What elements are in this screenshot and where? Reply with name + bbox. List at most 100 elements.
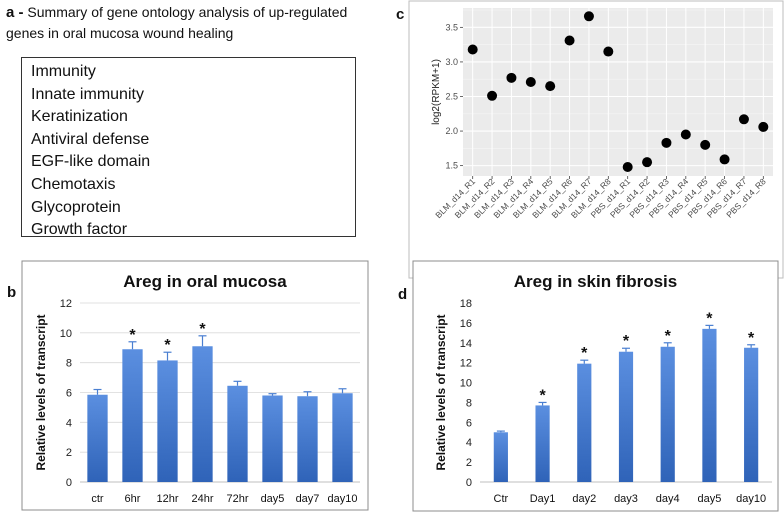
term-item: Chemotaxis: [31, 175, 116, 193]
term-item: Antiviral defense: [31, 130, 150, 148]
panel-b-y-tick-label: 12: [60, 298, 72, 310]
panel-c-data-point: [545, 81, 556, 92]
panel-b-y-tick-label: 0: [66, 477, 72, 489]
panel-d-y-tick-label: 16: [460, 318, 472, 330]
panel-d-bar: [577, 363, 592, 482]
panel-b-x-tick-label: day10: [328, 493, 358, 505]
panel-b-bar: [332, 393, 353, 482]
panel-d-x-tick-label: day3: [614, 493, 638, 505]
panel-d-x-tick-label: day4: [656, 493, 680, 505]
term-item: Immunity: [31, 63, 96, 80]
term-item: Innate immunity: [31, 85, 144, 103]
panel-c-data-point: [642, 157, 653, 168]
panel-d-x-tick-label: day10: [736, 493, 766, 505]
panel-c-data-point: [506, 72, 517, 83]
panel-c-data-point: [487, 90, 498, 101]
panel-d-y-tick-label: 14: [460, 338, 472, 350]
panel-c-data-point: [719, 154, 730, 165]
panel-d-significance-marker: *: [665, 328, 672, 345]
panel-b-x-tick-label: 6hr: [125, 493, 141, 505]
panel-b-x-tick-label: ctr: [91, 493, 104, 505]
panel-c-data-point: [525, 76, 536, 87]
term-item: Growth factor: [31, 221, 128, 239]
panel-b-y-tick-label: 8: [66, 358, 72, 370]
panel-b-bar: [192, 346, 213, 482]
gene-ontology-term-list: Immunity Innate immunity Keratinization …: [21, 57, 356, 238]
panel-b-bar: [122, 349, 143, 482]
panel-c-data-point: [661, 137, 672, 148]
panel-d-title: Areg in skin fibrosis: [514, 272, 677, 291]
panel-b-x-tick-label: day7: [296, 493, 320, 505]
panel-d-y-tick-label: 6: [466, 417, 472, 429]
panel-c-data-point: [758, 121, 769, 132]
term-item: Keratinization: [31, 108, 128, 126]
panel-d-y-tick-label: 18: [460, 298, 472, 310]
panel-d-frame: [412, 260, 779, 512]
term-item: Glycoprotein: [31, 198, 121, 216]
panel-b-y-tick-label: 6: [66, 388, 72, 400]
panel-a-title-text: Summary of gene ontology analysis of up-…: [6, 4, 348, 41]
panel-d-x-tick-label: day2: [572, 493, 596, 505]
panel-d-y-tick-label: 2: [466, 457, 472, 469]
panel-d-significance-marker: *: [623, 333, 630, 350]
panel-d-bar: [493, 432, 508, 482]
panel-c-letter: c: [396, 6, 405, 23]
panel-c-data-point: [738, 114, 749, 125]
panel-c-y-axis-label: log2(RPKM+1): [431, 59, 442, 125]
panel-b-bar: [262, 395, 283, 482]
panel-c-plot-area: [463, 8, 773, 176]
panel-b-bar: [297, 396, 318, 482]
panel-d-significance-marker: *: [581, 345, 588, 362]
panel-b-letter: b: [7, 284, 17, 301]
panel-d-y-tick-label: 10: [460, 378, 472, 390]
panel-d-bar: [702, 328, 717, 482]
panel-b-y-tick-label: 2: [66, 447, 72, 459]
panel-b-bar: [157, 360, 178, 482]
panel-c-y-tick-label: 2.0: [445, 126, 458, 136]
panel-c-data-point: [680, 129, 691, 140]
panel-d-y-tick-label: 4: [466, 437, 472, 449]
panel-d-x-tick-label: day5: [697, 493, 721, 505]
term-item: EGF-like domain: [31, 153, 151, 171]
panel-c-data-point: [700, 139, 711, 150]
panel-d-y-tick-label: 0: [466, 477, 472, 489]
panel-c-data-point: [603, 46, 614, 57]
panel-c-data-point: [467, 44, 478, 55]
panel-d-y-axis-label: Relative levels of transcript: [434, 314, 448, 470]
panel-b-significance-marker: *: [164, 337, 171, 354]
panel-d-y-tick-label: 12: [460, 358, 472, 370]
panel-d-significance-marker: *: [706, 310, 713, 327]
panel-d-significance-marker: *: [539, 387, 546, 404]
panel-c-y-tick-label: 3.5: [445, 22, 458, 32]
panel-d-y-tick-label: 8: [466, 397, 472, 409]
panel-c-y-tick-label: 1.5: [445, 161, 458, 171]
panel-a-title: a - Summary of gene ontology analysis of…: [6, 2, 356, 43]
panel-c-data-point: [622, 162, 633, 173]
panel-b-significance-marker: *: [129, 327, 136, 344]
panel-b-y-tick-label: 4: [66, 417, 72, 429]
panel-b-significance-marker: *: [199, 321, 206, 338]
panel-d-bar: [660, 346, 675, 482]
panel-d-significance-marker: *: [748, 330, 755, 347]
panel-b-y-axis-label: Relative levels of transcript: [34, 314, 48, 470]
panel-a-letter: a -: [6, 4, 24, 21]
panel-d-bar: [618, 351, 634, 482]
panel-c-y-tick-label: 3.0: [445, 57, 458, 67]
panel-b-bar: [87, 394, 108, 482]
panel-b-y-tick-label: 10: [60, 328, 72, 340]
panel-b-x-tick-label: 24hr: [191, 493, 213, 505]
panel-d-bar: [744, 347, 759, 482]
panel-c-data-point: [564, 35, 575, 46]
panel-b-bar: [227, 385, 248, 482]
panel-b-x-tick-label: 72hr: [226, 493, 248, 505]
panel-c-y-tick-label: 2.5: [445, 91, 458, 101]
panel-c-data-point: [583, 11, 594, 22]
panel-d-x-tick-label: Ctr: [494, 493, 509, 505]
panel-d-bar: [535, 405, 550, 482]
panel-b-title: Areg in oral mucosa: [123, 272, 287, 291]
panel-b-x-tick-label: 12hr: [156, 493, 178, 505]
panel-b-x-tick-label: day5: [261, 493, 285, 505]
panel-d-x-tick-label: Day1: [530, 493, 556, 505]
panel-d-letter: d: [398, 286, 408, 303]
